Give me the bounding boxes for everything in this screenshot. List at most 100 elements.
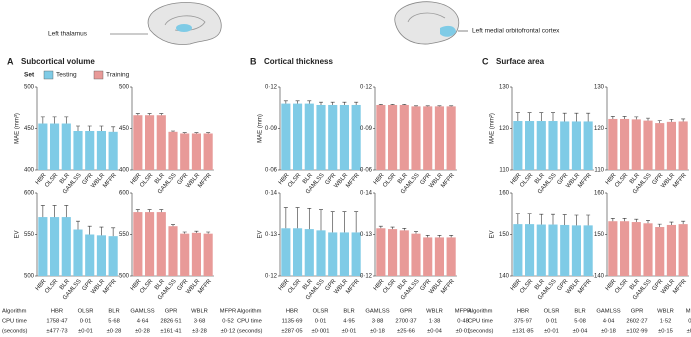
table-cell: ±0·01	[456, 329, 471, 335]
error-bar	[437, 105, 442, 107]
table-cell: MFPR	[686, 309, 691, 315]
x-tick-label: MFPR	[577, 172, 593, 189]
error-bar	[378, 225, 383, 229]
error-bar	[87, 225, 92, 235]
y-tick-label: 140	[499, 274, 510, 280]
table-cell: ±0·04	[573, 329, 589, 335]
bar	[108, 236, 118, 276]
y-tick-label: 130	[499, 85, 510, 91]
table-cell: 0·01	[80, 319, 92, 325]
bar	[328, 232, 338, 276]
error-bar	[390, 104, 395, 105]
error-bar	[307, 100, 312, 104]
y-tick-label: 0·06	[360, 168, 373, 174]
error-bar	[283, 207, 288, 229]
error-bar	[171, 224, 175, 227]
bar	[180, 233, 190, 276]
y-tick-label: 160	[594, 191, 605, 197]
bar	[423, 106, 433, 170]
y-tick-label: 0·12	[265, 85, 278, 91]
table-cell: WBLR	[191, 309, 208, 315]
bar	[620, 118, 630, 170]
bar	[38, 123, 48, 170]
error-bar	[206, 132, 211, 134]
panel-title: Surface area	[496, 57, 545, 66]
bar	[548, 121, 558, 170]
error-bar	[319, 101, 323, 105]
table-cell: 4·95	[343, 319, 355, 325]
table-cell: ±0·01	[78, 329, 93, 335]
bar	[108, 131, 118, 170]
table-cell: 3·88	[372, 319, 384, 325]
error-bar	[295, 207, 300, 229]
error-bar	[64, 116, 69, 124]
table-cell: GAMLSS	[130, 309, 154, 315]
brain-thalamus	[110, 2, 222, 45]
bar	[666, 224, 676, 276]
y-tick-label: 150	[499, 232, 510, 238]
bar	[513, 224, 523, 276]
bar	[96, 235, 106, 276]
error-bar	[40, 116, 45, 124]
table-cell: CPU time	[468, 319, 493, 325]
error-bar	[206, 231, 211, 234]
bar	[351, 104, 361, 170]
y-tick-label: 140	[594, 274, 605, 280]
x-tick-label: OLSR	[382, 278, 398, 295]
bar	[388, 229, 398, 276]
y-tick-label: 0·12	[360, 274, 373, 280]
error-bar	[182, 231, 187, 234]
bar	[203, 133, 213, 170]
table-cell: GAMLSS	[596, 309, 620, 315]
x-tick-label: OLSR	[614, 278, 630, 295]
table-cell: 5·08	[574, 319, 586, 325]
table-cell: Algorithm	[468, 309, 493, 315]
y-tick-label: 0·09	[265, 126, 278, 132]
table-cell: ±0·001	[311, 329, 329, 335]
x-tick-label: MFPR	[197, 278, 213, 295]
bar	[666, 121, 676, 170]
x-tick-label: MFPR	[440, 172, 456, 189]
y-tick-label: 500	[119, 85, 130, 91]
error-bar	[40, 205, 45, 218]
table-cell: ±3·28	[192, 329, 207, 335]
x-tick-label: OLSR	[519, 172, 535, 189]
table-cell: 375·97	[514, 319, 532, 325]
x-tick-label: MFPR	[577, 278, 593, 295]
y-tick-label: 450	[24, 126, 35, 132]
table-cell: (seconds)	[468, 329, 494, 335]
table-cell: OLSR	[544, 309, 560, 315]
table-cell: ±0·15	[658, 329, 673, 335]
bar	[156, 115, 166, 170]
bar	[168, 131, 178, 170]
bar	[434, 237, 444, 276]
table-cell: CPU time	[237, 319, 262, 325]
table-cell: 0·47	[688, 319, 691, 325]
y-tick-label: 130	[594, 85, 605, 91]
error-bar	[171, 130, 175, 132]
table-cell: OLSR	[78, 309, 94, 315]
y-axis-label: MAE (mm)	[258, 114, 264, 143]
x-tick-label: MFPR	[345, 278, 361, 295]
bar	[643, 120, 653, 170]
bar	[50, 217, 60, 276]
bar	[376, 228, 386, 276]
error-bar	[657, 223, 662, 228]
bar	[678, 224, 688, 276]
y-tick-label: 110	[499, 168, 509, 174]
error-bar	[586, 112, 591, 122]
bar	[50, 123, 60, 170]
bar	[304, 103, 314, 170]
bar	[560, 224, 570, 276]
error-bar	[634, 116, 639, 120]
error-bar	[425, 105, 430, 107]
table-cell: ±102·99	[626, 329, 647, 335]
table-cell: HBR	[51, 309, 63, 315]
table-cell: MFPR	[455, 309, 471, 315]
error-bar	[87, 125, 92, 131]
error-bar	[111, 227, 116, 237]
table-cell: ±161·41	[160, 329, 181, 335]
brain-label: Left thalamus	[48, 31, 88, 38]
error-bar	[354, 101, 359, 105]
error-bar	[562, 112, 567, 122]
